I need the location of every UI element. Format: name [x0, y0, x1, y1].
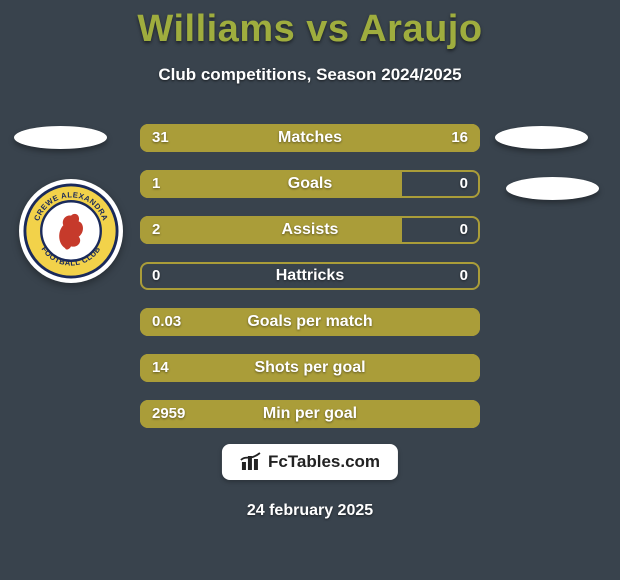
placeholder-oval-right-bottom	[506, 177, 599, 200]
stat-row: Min per goal2959	[140, 400, 480, 428]
stat-row: Matches3116	[140, 124, 480, 152]
stat-fill-left	[140, 354, 480, 382]
stat-row: Goals per match0.03	[140, 308, 480, 336]
stat-row: Shots per goal14	[140, 354, 480, 382]
stat-fill-left	[140, 124, 364, 152]
footer-date: 24 february 2025	[0, 502, 620, 520]
bar-chart-icon	[240, 452, 262, 472]
stat-row: Assists20	[140, 216, 480, 244]
stat-track	[140, 262, 480, 290]
page-subtitle: Club competitions, Season 2024/2025	[0, 65, 620, 85]
stat-fill-right	[364, 124, 480, 152]
stats-bars: Matches3116 Goals10 Assists20 Hattricks00 Go…	[140, 124, 480, 446]
club-crest-crewe-alexandra: CREWE ALEXANDRA FOOTBALL CLUB	[19, 179, 123, 283]
brand-pill: FcTables.com	[222, 444, 398, 480]
stat-row: Hattricks00	[140, 262, 480, 290]
comparison-infographic: Williams vs Araujo Club competitions, Se…	[0, 0, 620, 580]
page-title: Williams vs Araujo	[0, 0, 620, 51]
brand-text: FcTables.com	[268, 452, 380, 472]
stat-row: Goals10	[140, 170, 480, 198]
stat-fill-left	[140, 216, 402, 244]
stat-fill-left	[140, 308, 480, 336]
placeholder-oval-left	[14, 126, 107, 149]
stat-fill-left	[140, 400, 480, 428]
crest-svg: CREWE ALEXANDRA FOOTBALL CLUB	[23, 183, 119, 279]
placeholder-oval-right-top	[495, 126, 588, 149]
stat-fill-left	[140, 170, 402, 198]
